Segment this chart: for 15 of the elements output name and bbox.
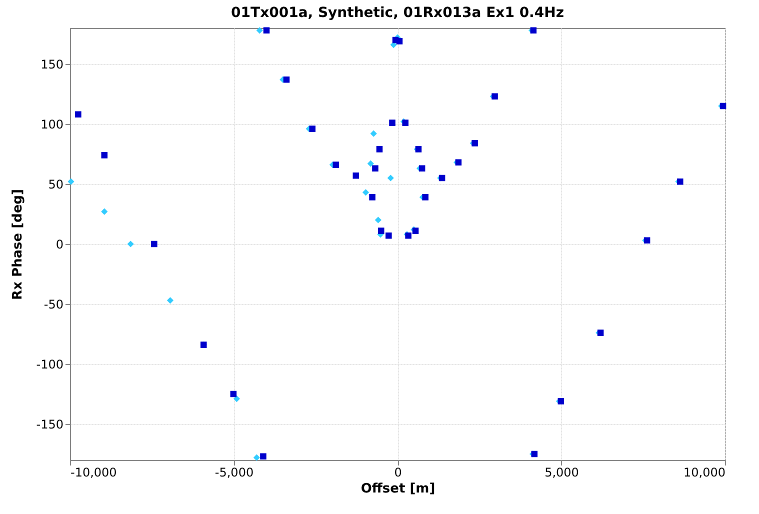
y-tick-label: 0 xyxy=(56,238,64,252)
y-tick-label: -100 xyxy=(36,358,64,372)
y-tick-label: 100 xyxy=(40,118,64,132)
x-tick-label: -5,000 xyxy=(214,466,254,480)
x-tick-label: -10,000 xyxy=(70,466,117,480)
y-tick-label: 50 xyxy=(48,178,64,192)
y-tick-label: 150 xyxy=(40,58,64,72)
y-tick-label: -150 xyxy=(36,418,64,432)
x-tick-label: 0 xyxy=(394,466,402,480)
y-tick-label: -50 xyxy=(44,298,64,312)
x-axis-title: Offset [m] xyxy=(360,482,436,496)
x-tick-label: 5,000 xyxy=(544,466,579,480)
chart-title: 01Tx001a, Synthetic, 01Rx013a Ex1 0.4Hz xyxy=(231,5,564,22)
x-tick-label: 10,000 xyxy=(684,466,726,480)
y-axis-title: Rx Phase [deg] xyxy=(10,189,26,300)
